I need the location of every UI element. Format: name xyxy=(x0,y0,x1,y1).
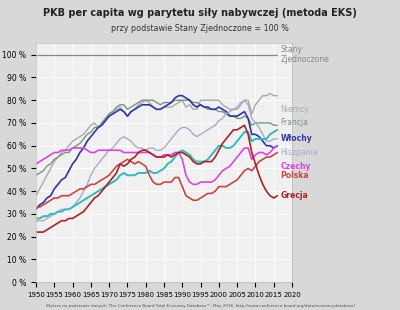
Text: Hiszpania: Hiszpania xyxy=(280,148,318,157)
Text: Czechy: Czechy xyxy=(280,162,311,171)
Text: Grecja: Grecja xyxy=(280,191,308,200)
Text: Włochy: Włochy xyxy=(280,134,312,144)
Text: Polska: Polska xyxy=(280,171,309,180)
Text: Stany
Zjednoczone: Stany Zjednoczone xyxy=(280,45,329,64)
Text: przy podstawie Stany Zjednoczone = 100 %: przy podstawie Stany Zjednoczone = 100 % xyxy=(111,24,289,33)
Text: Francja: Francja xyxy=(280,118,308,127)
Text: Niemcy: Niemcy xyxy=(280,105,309,114)
Text: Wykres na podstawie danych: The Conference Board Total Economy Database™, May 20: Wykres na podstawie danych: The Conferen… xyxy=(46,304,354,308)
Text: PKB per capita wg parytetu siły nabywczej (metoda EKS): PKB per capita wg parytetu siły nabywcze… xyxy=(43,8,357,18)
